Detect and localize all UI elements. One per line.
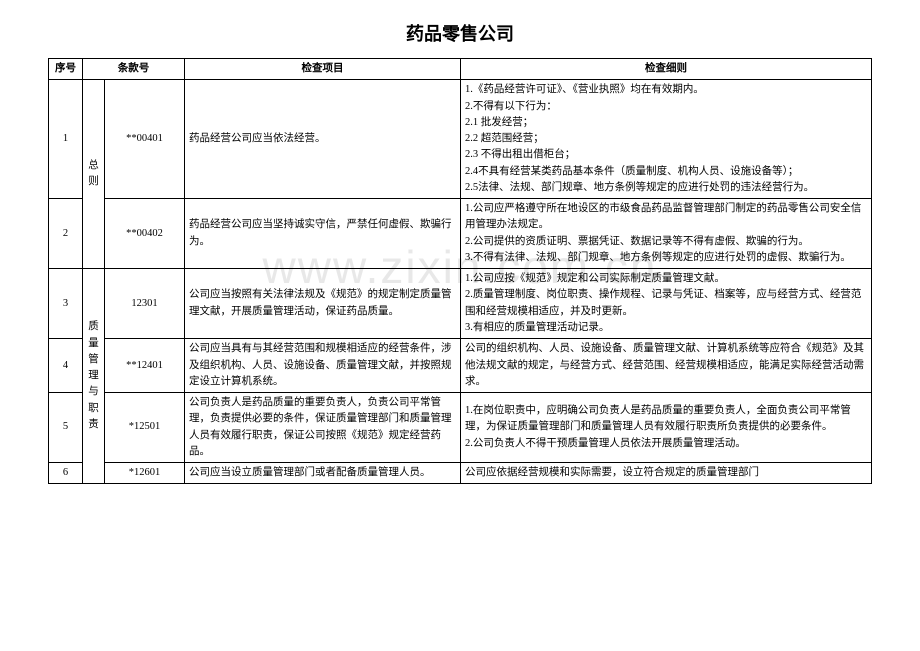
cell-seq: 5 <box>49 393 83 463</box>
section-quality: 质量管理与职责 <box>83 269 105 484</box>
cell-seq: 6 <box>49 463 83 484</box>
cell-rule: 1.公司应按《规范》规定和公司实际制定质量管理文献。2.质量管理制度、岗位职责、… <box>461 269 872 339</box>
cell-rule: 1.在岗位职责中，应明确公司负责人是药品质量的重要负责人，全面负责公司平常管理，… <box>461 393 872 463</box>
table-row: 1 总则 **00401 药品经营公司应当依法经营。 1.《药品经营许可证》、《… <box>49 80 872 199</box>
cell-seq: 2 <box>49 199 83 269</box>
cell-clause: *12501 <box>105 393 185 463</box>
table-row: 3 质量管理与职责 12301 公司应当按照有关法律法规及《规范》的规定制定质量… <box>49 269 872 339</box>
page-title: 药品零售公司 <box>48 20 872 46</box>
cell-rule: 公司应依据经营规模和实际需要，设立符合规定的质量管理部门 <box>461 463 872 484</box>
table-row: 6 *12601 公司应当设立质量管理部门或者配备质量管理人员。 公司应依据经营… <box>49 463 872 484</box>
cell-seq: 1 <box>49 80 83 199</box>
cell-seq: 3 <box>49 269 83 339</box>
col-rule: 检查细则 <box>461 59 872 80</box>
section-general: 总则 <box>83 80 105 269</box>
cell-item: 药品经营公司应当坚持诚实守信，严禁任何虚假、欺骗行为。 <box>185 199 461 269</box>
cell-item: 公司应当具有与其经营范围和规模相适应的经营条件，涉及组织机构、人员、设施设备、质… <box>185 339 461 393</box>
cell-clause: **12401 <box>105 339 185 393</box>
cell-clause: *12601 <box>105 463 185 484</box>
cell-clause: **00401 <box>105 80 185 199</box>
table-row: 5 *12501 公司负责人是药品质量的重要负责人，负责公司平常管理，负责提供必… <box>49 393 872 463</box>
table-row: 2 **00402 药品经营公司应当坚持诚实守信，严禁任何虚假、欺骗行为。 1.… <box>49 199 872 269</box>
cell-rule: 1.《药品经营许可证》、《营业执照》均在有效期内。2.不得有以下行为：2.1 批… <box>461 80 872 199</box>
cell-rule: 公司的组织机构、人员、设施设备、质量管理文献、计算机系统等应符合《规范》及其他法… <box>461 339 872 393</box>
col-item: 检查项目 <box>185 59 461 80</box>
col-seq: 序号 <box>49 59 83 80</box>
cell-item: 公司应当按照有关法律法规及《规范》的规定制定质量管理文献，开展质量管理活动，保证… <box>185 269 461 339</box>
cell-rule: 1.公司应严格遵守所在地设区的市级食品药品监督管理部门制定的药品零售公司安全信用… <box>461 199 872 269</box>
cell-item: 公司负责人是药品质量的重要负责人，负责公司平常管理，负责提供必要的条件，保证质量… <box>185 393 461 463</box>
cell-item: 药品经营公司应当依法经营。 <box>185 80 461 199</box>
cell-item: 公司应当设立质量管理部门或者配备质量管理人员。 <box>185 463 461 484</box>
table-row: 4 **12401 公司应当具有与其经营范围和规模相适应的经营条件，涉及组织机构… <box>49 339 872 393</box>
inspection-table: 序号 条款号 检查项目 检查细则 1 总则 **00401 药品经营公司应当依法… <box>48 58 872 484</box>
table-header-row: 序号 条款号 检查项目 检查细则 <box>49 59 872 80</box>
cell-clause: **00402 <box>105 199 185 269</box>
cell-clause: 12301 <box>105 269 185 339</box>
col-clause: 条款号 <box>83 59 185 80</box>
cell-seq: 4 <box>49 339 83 393</box>
